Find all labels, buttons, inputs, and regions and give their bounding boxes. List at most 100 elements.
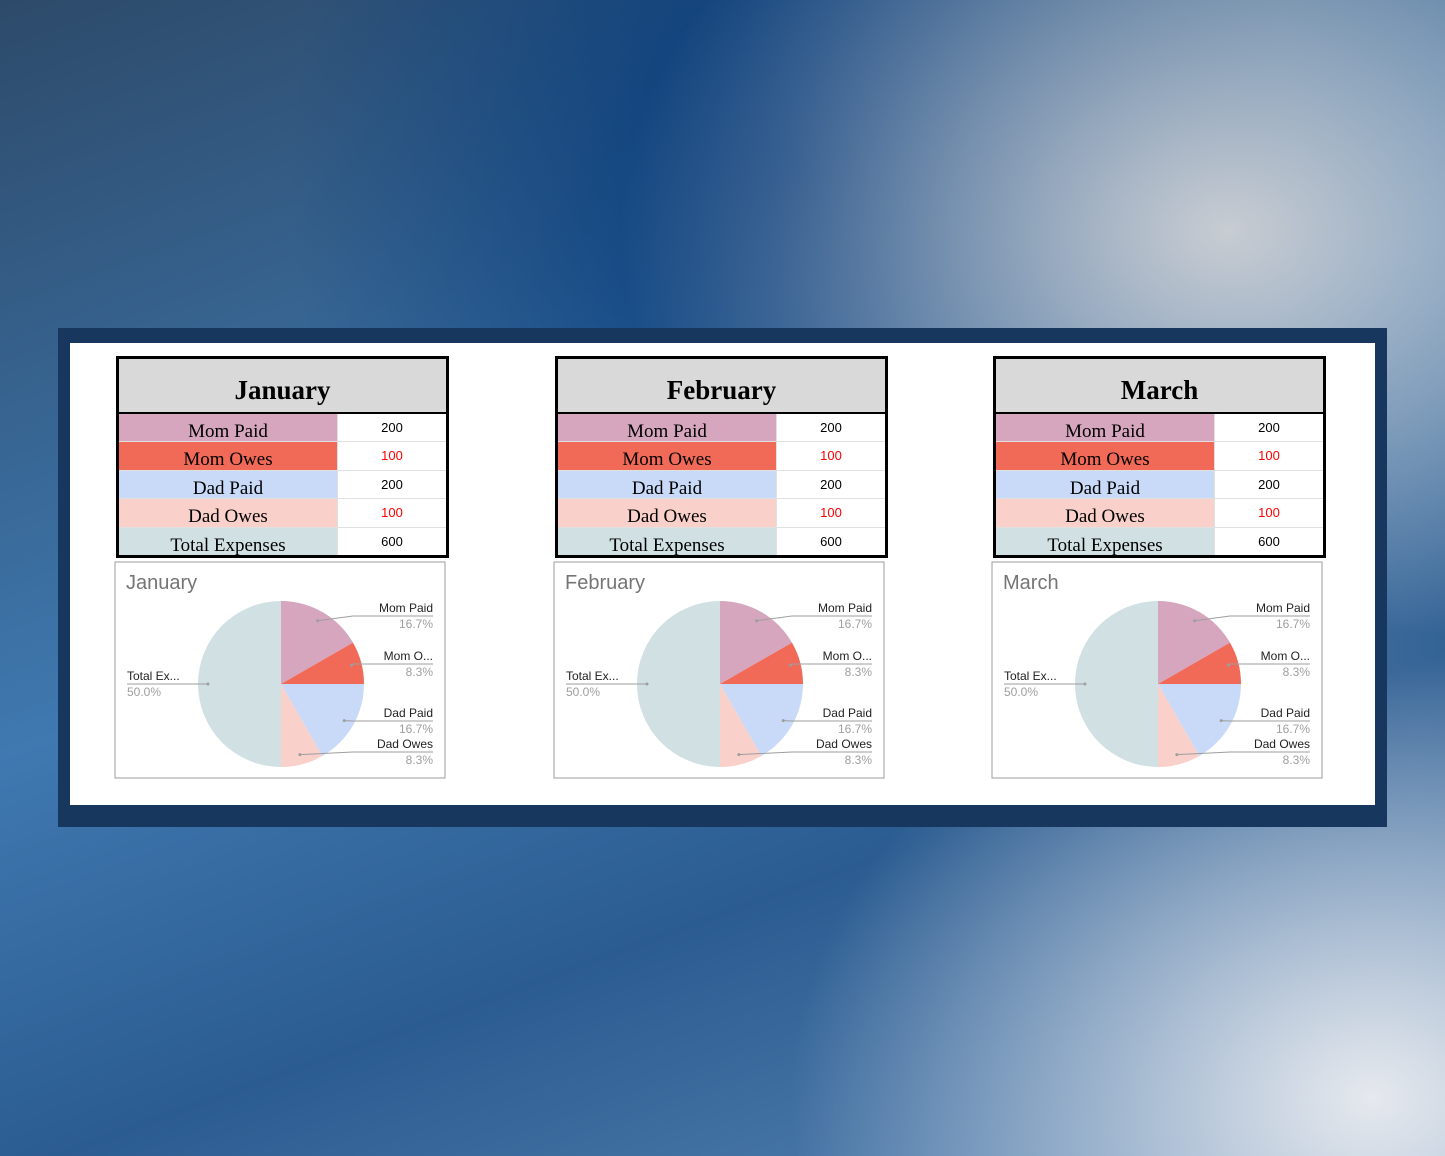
table-row: Dad Owes 100 [119,499,446,528]
frame: January Mom Paid 16.7% Mom O... 8.3% Dad Paid… [58,328,1387,827]
pie-slice [198,601,281,767]
row-label: Dad Paid [119,470,337,499]
slice-value: 8.3% [1283,753,1311,767]
leader-dot [316,619,320,623]
row-value: 200 [1214,414,1323,442]
row-value: 100 [337,442,446,470]
month-table: February Mom Paid 200 Mom Owes 100 Dad Paid 20… [555,356,888,558]
leader-dot [1083,682,1087,686]
leader-dot [1193,619,1197,623]
pie-slice [720,684,762,767]
pie-slice [281,684,323,767]
slice-label: Dad Owes [377,737,433,751]
slice-value: 50.0% [1004,685,1038,699]
table-row: Mom Paid 200 [119,414,446,443]
slice-value: 8.3% [845,665,873,679]
row-value: 600 [337,527,446,555]
slice-label: Dad Paid [384,706,433,720]
row-label: Mom Paid [558,414,776,442]
row-label: Dad Owes [119,499,337,527]
leader-dot [781,719,785,723]
table-title: March [996,359,1323,414]
leader-line [738,751,872,756]
row-value: 200 [776,470,885,499]
leader-dot [1219,719,1223,723]
table-row: Total Expenses 600 [119,527,446,555]
slice-label: Mom Paid [818,601,872,615]
month-table: March Mom Paid 200 Mom Owes 100 Dad Paid 200 Da… [993,356,1326,558]
row-value: 100 [1214,442,1323,470]
slice-label: Mom Paid [379,601,433,615]
leader-dot [789,663,793,667]
slice-label: Dad Owes [816,737,872,751]
slice-value: 50.0% [566,685,600,699]
table-row: Dad Paid 200 [119,470,446,500]
leader-dot [1227,663,1231,667]
leader-dot [755,619,759,623]
leader-dot [342,719,346,723]
row-value: 200 [1214,470,1323,499]
slice-label: Mom O... [384,649,433,663]
slice-label: Total Ex... [566,669,619,683]
slice-value: 16.7% [399,722,433,736]
leader-dot [737,753,741,757]
month-table: January Mom Paid 200 Mom Owes 100 Dad Paid 200… [116,356,449,558]
row-value: 100 [776,499,885,527]
table-row: Dad Paid 200 [996,470,1323,500]
table-title: January [119,359,446,414]
row-label: Mom Owes [558,442,776,470]
row-value: 100 [1214,499,1323,527]
slice-label: Dad Owes [1254,737,1310,751]
pie-slice [281,642,364,684]
pie-slice [1158,684,1241,756]
table-row: Dad Paid 200 [558,470,885,500]
row-label: Mom Paid [996,414,1214,442]
slice-value: 8.3% [1283,665,1311,679]
row-label: Total Expenses [996,527,1214,555]
chart-title: January [126,572,197,594]
slice-label: Mom O... [1261,649,1310,663]
row-value: 200 [776,414,885,442]
slice-label: Mom Paid [1256,601,1310,615]
row-value: 100 [776,442,885,470]
row-value: 200 [337,470,446,499]
table-row: Dad Owes 100 [996,499,1323,528]
pie-slice [720,684,803,756]
table-row: Mom Owes 100 [558,442,885,471]
row-value: 600 [1214,527,1323,555]
table-row: Mom Owes 100 [996,442,1323,471]
pie-slice [720,601,792,684]
table-row: Dad Owes 100 [558,499,885,528]
slice-value: 50.0% [127,685,161,699]
row-label: Mom Owes [996,442,1214,470]
pie-slice [1075,601,1158,767]
chart-title: February [565,572,645,594]
row-label: Total Expenses [119,527,337,555]
table-title: February [558,359,885,414]
leader-line [756,615,872,622]
pie-slice [1158,684,1200,767]
slice-value: 16.7% [838,617,872,631]
leader-dot [206,682,210,686]
leader-dot [1175,753,1179,757]
pie-slice [720,642,803,684]
slice-value: 8.3% [406,665,434,679]
slice-label: Dad Paid [823,706,872,720]
sheet: January Mom Paid 16.7% Mom O... 8.3% Dad Paid… [70,343,1375,805]
slice-value: 16.7% [1276,722,1310,736]
slice-value: 8.3% [406,753,434,767]
row-value: 600 [776,527,885,555]
leader-line [1194,615,1310,622]
row-value: 200 [337,414,446,442]
slice-value: 16.7% [838,722,872,736]
slice-label: Dad Paid [1261,706,1310,720]
row-label: Mom Paid [119,414,337,442]
pie-slice [1158,642,1241,684]
slice-value: 8.3% [845,753,873,767]
pie-slice [1158,601,1230,684]
row-label: Dad Owes [996,499,1214,527]
pie-slice [281,601,353,684]
table-row: Total Expenses 600 [558,527,885,555]
pie-slice [637,601,720,767]
